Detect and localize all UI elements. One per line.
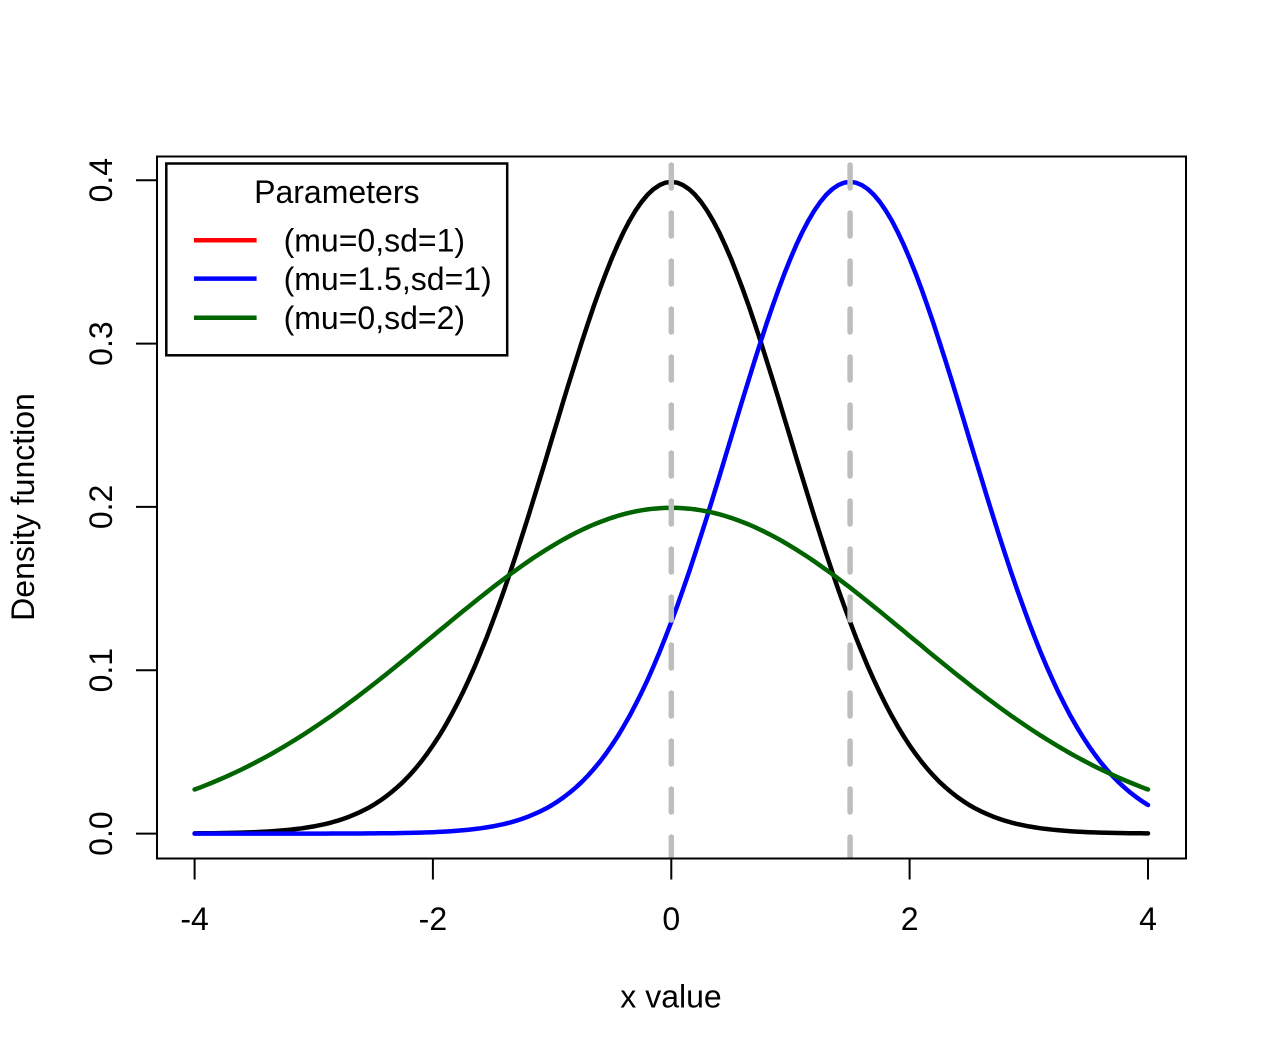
- svg-text:(mu=0,sd=1): (mu=0,sd=1): [284, 223, 465, 259]
- svg-text:0.3: 0.3: [83, 321, 119, 365]
- svg-text:Density function: Density function: [5, 393, 41, 621]
- svg-text:0.1: 0.1: [83, 648, 119, 692]
- svg-text:(mu=0,sd=2): (mu=0,sd=2): [284, 300, 465, 336]
- svg-text:x value: x value: [620, 979, 721, 1015]
- svg-text:Parameters: Parameters: [254, 174, 419, 210]
- svg-text:0.4: 0.4: [83, 158, 119, 202]
- svg-text:0: 0: [662, 901, 680, 937]
- svg-text:0.2: 0.2: [83, 485, 119, 529]
- svg-text:2: 2: [901, 901, 919, 937]
- svg-text:4: 4: [1139, 901, 1157, 937]
- svg-text:(mu=1.5,sd=1): (mu=1.5,sd=1): [284, 261, 492, 297]
- svg-text:0.0: 0.0: [83, 811, 119, 855]
- svg-text:-4: -4: [180, 901, 208, 937]
- svg-text:-2: -2: [419, 901, 447, 937]
